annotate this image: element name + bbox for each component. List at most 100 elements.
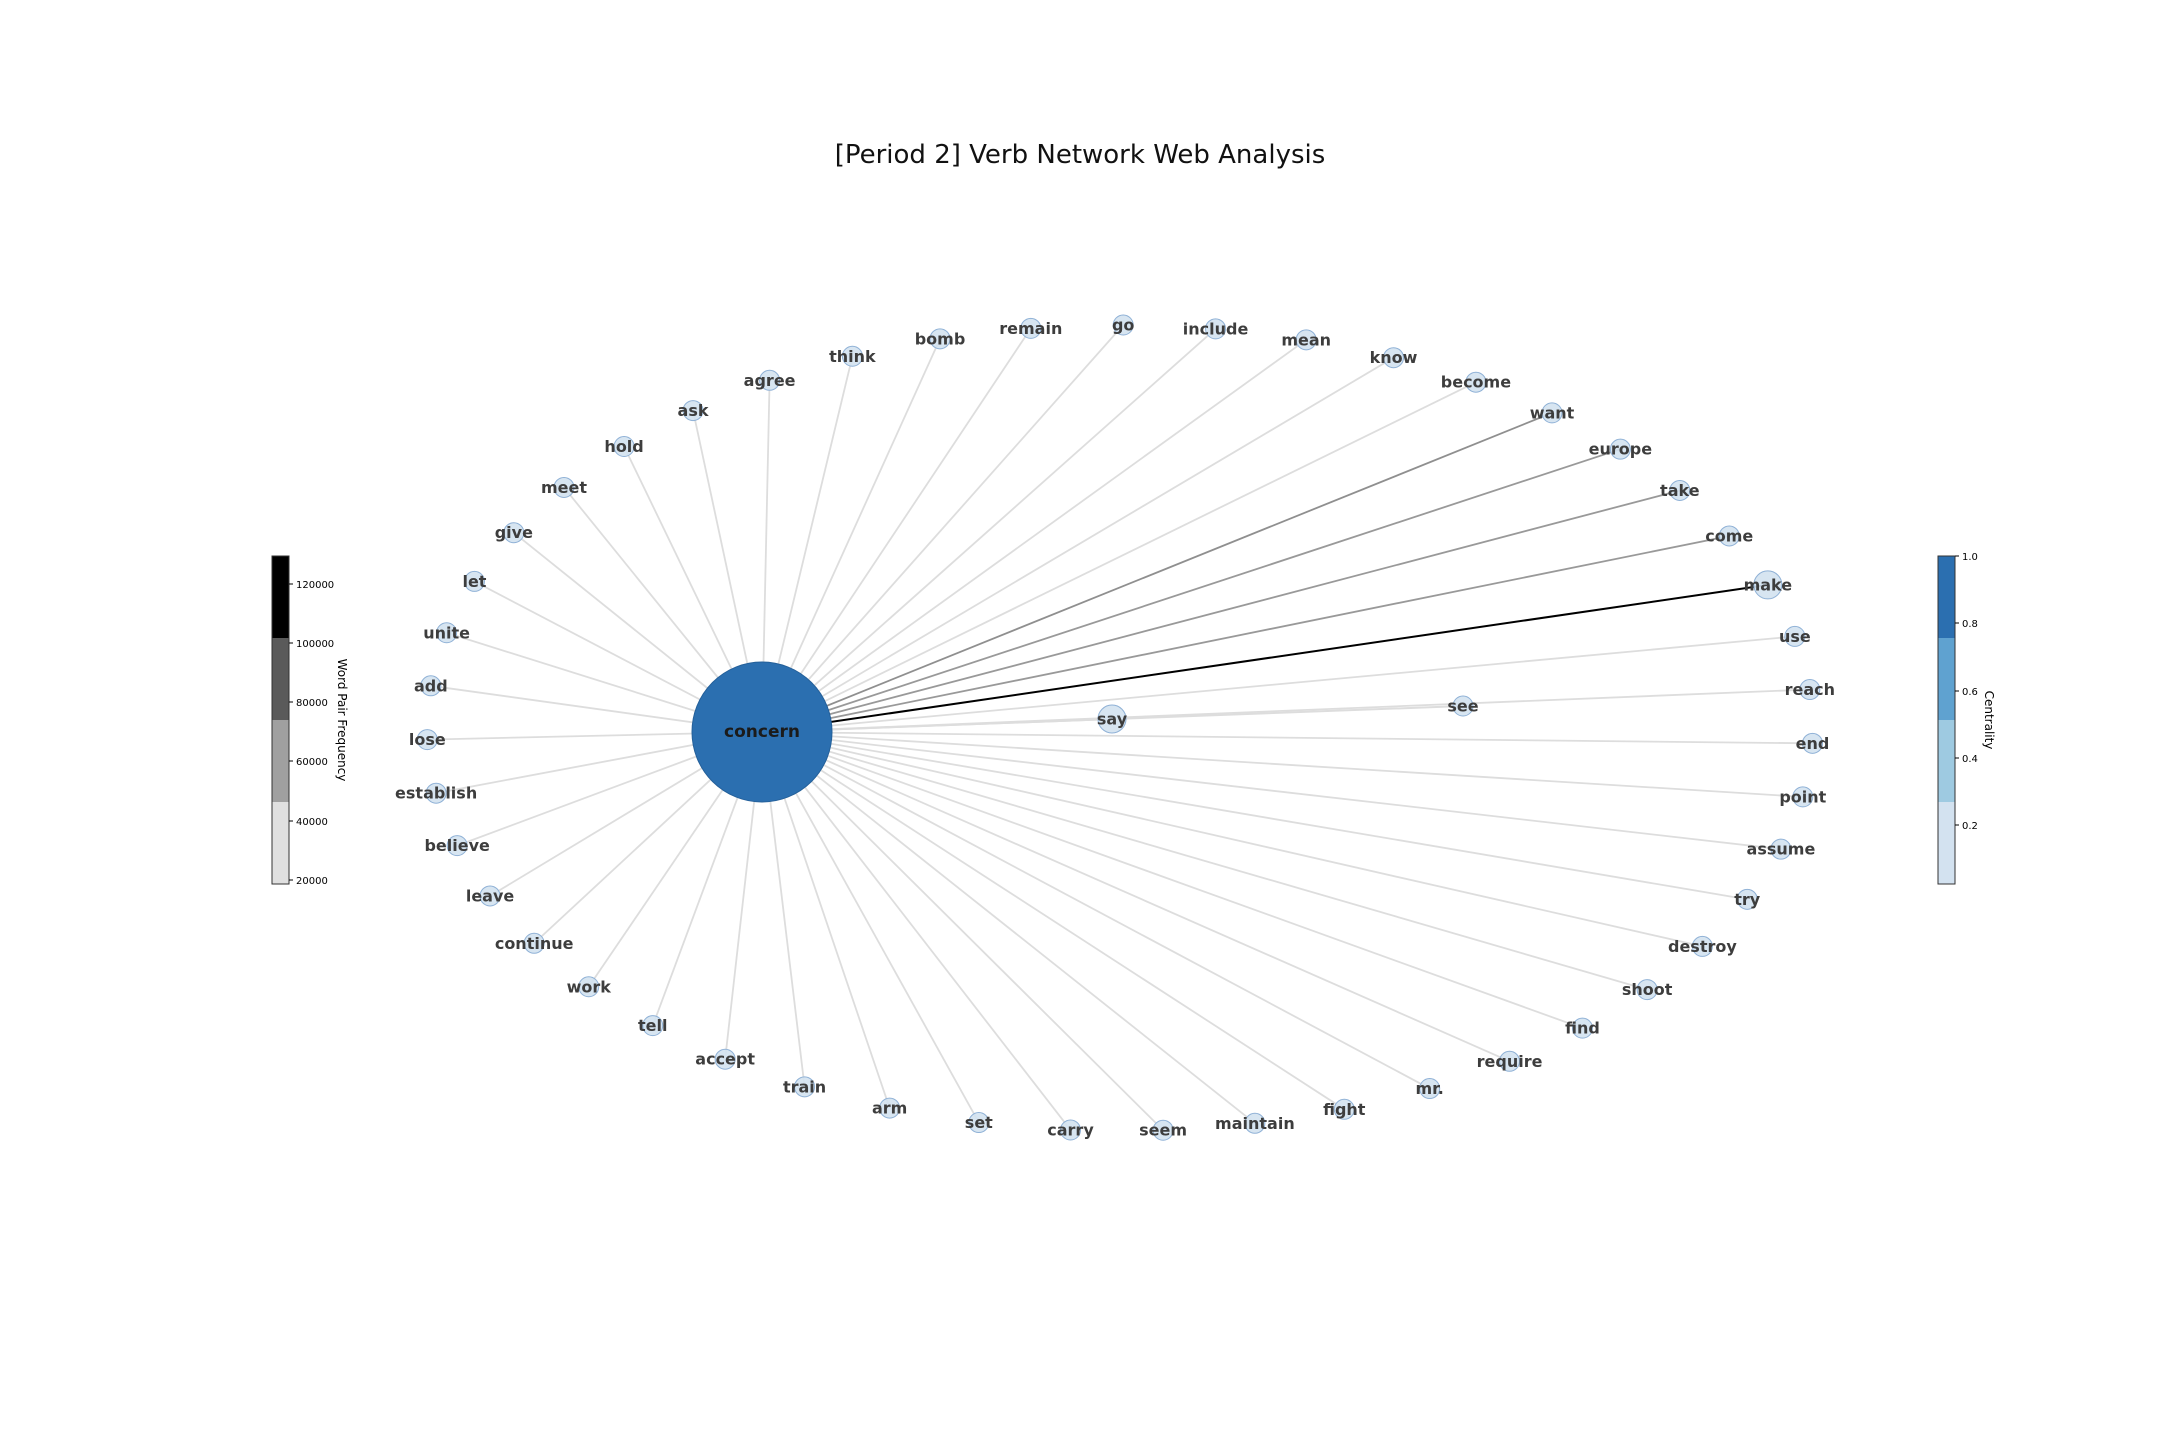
node-give	[503, 522, 525, 544]
node-label-maintain: maintain	[1215, 1114, 1295, 1133]
node-label-agree: agree	[744, 371, 796, 390]
node-remain	[1020, 317, 1042, 339]
edge-concern-try	[761, 731, 1748, 901]
node-label-destroy: destroy	[1668, 937, 1737, 956]
node-label-say: say	[1097, 710, 1128, 729]
node-label-require: require	[1477, 1052, 1543, 1071]
cb-freq-tick-label: 120000	[296, 580, 334, 591]
centrality-colorbar-frame	[1937, 555, 1956, 885]
node-label-shoot: shoot	[1622, 980, 1673, 999]
node-say	[1097, 704, 1127, 734]
node-continue	[523, 932, 545, 954]
edge-concern-require	[761, 731, 1510, 1063]
cb-cent-tick-label: 0.2	[1962, 821, 1978, 832]
node-maintain	[1244, 1112, 1266, 1134]
edge-concern-end	[761, 731, 1813, 745]
node-establish	[425, 782, 447, 804]
edge-concern-know	[761, 356, 1394, 733]
cb-freq-tick-label: 40000	[296, 817, 328, 828]
node-label-see: see	[1447, 697, 1478, 716]
node-accept	[714, 1048, 736, 1070]
node-label-continue: continue	[495, 934, 574, 953]
node-bomb	[929, 328, 951, 350]
node-label-train: train	[783, 1077, 826, 1096]
cb-cent-band-0	[1938, 802, 1955, 884]
node-label-add: add	[414, 676, 448, 695]
edge-concern-destroy	[761, 731, 1703, 948]
centrality-colorbar: Centrality 0.2 0.4 0.6 0.8 1.0	[1937, 552, 1996, 885]
cb-freq-tick-label: 20000	[296, 876, 328, 887]
edge-concern-remain	[761, 327, 1032, 733]
node-go	[1112, 314, 1134, 336]
node-fight	[1333, 1098, 1355, 1120]
node-label-leave: leave	[466, 886, 515, 905]
node-label-seem: seem	[1139, 1121, 1187, 1140]
node-label-mr: mr.	[1416, 1079, 1444, 1098]
node-reach	[1799, 679, 1821, 701]
node-let	[463, 570, 485, 592]
node-see	[1452, 695, 1474, 717]
node-find	[1571, 1017, 1593, 1039]
edge-layer	[427, 324, 1813, 1131]
cb-freq-band-1	[272, 720, 289, 802]
node-label-go: go	[1112, 316, 1134, 335]
node-label-assume: assume	[1747, 840, 1816, 859]
node-require	[1499, 1050, 1521, 1072]
node-label-find: find	[1565, 1019, 1600, 1038]
edge-concern-mean	[761, 339, 1307, 733]
edge-concern-use	[761, 635, 1795, 733]
node-add	[420, 675, 442, 697]
node-meet	[553, 476, 575, 498]
edge-concern-make	[761, 583, 1768, 733]
node-label-include: include	[1183, 319, 1249, 338]
node-lose	[416, 729, 438, 751]
centrality-colorbar-label: Centrality	[1982, 691, 1996, 750]
edge-concern-find	[761, 731, 1583, 1029]
chart-title: [Period 2] Verb Network Web Analysis	[834, 140, 1326, 170]
node-take	[1669, 479, 1691, 501]
edge-concern-fight	[761, 731, 1345, 1111]
node-label-use: use	[1779, 627, 1811, 646]
node-layer	[416, 314, 1823, 1141]
node-train	[794, 1076, 816, 1098]
cb-cent-band-1	[1938, 720, 1955, 802]
node-concern	[691, 661, 833, 803]
node-label-establish: establish	[395, 784, 477, 803]
node-point	[1792, 786, 1814, 808]
node-work	[578, 976, 600, 998]
node-label-lose: lose	[409, 730, 446, 749]
node-know	[1382, 347, 1404, 369]
node-destroy	[1691, 935, 1713, 957]
node-leave	[479, 885, 501, 907]
edge-concern-take	[761, 489, 1681, 733]
node-label-fight: fight	[1323, 1100, 1366, 1119]
node-shoot	[1636, 979, 1658, 1001]
node-tell	[642, 1015, 664, 1037]
node-label-tell: tell	[638, 1016, 667, 1035]
node-label-arm: arm	[872, 1099, 907, 1118]
node-believe	[446, 835, 468, 857]
edge-concern-carry	[761, 731, 1072, 1131]
node-include	[1205, 318, 1227, 340]
node-label-become: become	[1441, 373, 1511, 392]
node-label-reach: reach	[1785, 680, 1835, 699]
node-carry	[1060, 1119, 1082, 1141]
node-label-end: end	[1796, 734, 1830, 753]
node-label-make: make	[1744, 575, 1793, 594]
frequency-colorbar-label: Word Pair Frequency	[335, 659, 349, 782]
edge-concern-point	[761, 731, 1803, 798]
edge-concern-go	[761, 324, 1124, 733]
node-think	[841, 345, 863, 367]
cb-freq-tick-label: 100000	[296, 639, 334, 650]
node-label-point: point	[1779, 787, 1826, 806]
cb-cent-tick-label: 0.8	[1962, 619, 1978, 630]
node-use	[1784, 625, 1806, 647]
node-europe	[1609, 438, 1631, 460]
node-unite	[436, 622, 458, 644]
node-become	[1465, 371, 1487, 393]
edge-concern-become	[761, 381, 1477, 733]
node-label-concern: concern	[724, 722, 800, 742]
edge-concern-mr	[761, 731, 1431, 1090]
cb-cent-band-2	[1938, 638, 1955, 720]
